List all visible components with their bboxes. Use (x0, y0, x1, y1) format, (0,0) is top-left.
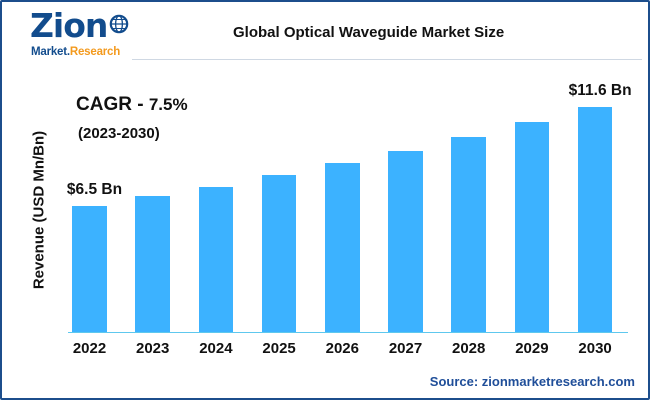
x-tick-2030: 2030 (578, 340, 612, 357)
x-tick-2024: 2024 (199, 340, 233, 357)
x-tick-2029: 2029 (515, 340, 549, 357)
chart-title: Global Optical Waveguide Market Size (233, 24, 505, 41)
bar-2029 (514, 122, 550, 332)
bar-2027 (388, 150, 423, 332)
zion-logo: Zion Market.Research (28, 6, 134, 61)
y-axis-label: Revenue (USD Mn/Bn) (30, 130, 48, 290)
cagr-label-text: CAGR - (76, 94, 149, 115)
plot-area: 2022 2023 2024 2025 2026 2027 2028 2029 2030 $6.5… (66, 82, 632, 357)
bar-2030 (577, 106, 613, 332)
cagr-value: 7.5% (148, 95, 188, 114)
bar-2026 (325, 163, 360, 332)
bar-2023 (135, 196, 170, 332)
source-credit: Source: zionmarketresearch.com (429, 374, 635, 389)
logo-wordmark: Zion (30, 6, 108, 45)
title-divider (132, 59, 642, 60)
bar-2028 (451, 137, 486, 332)
bar-2022 (72, 205, 107, 332)
logo-tagline: Market.Research (31, 45, 120, 59)
bar-2025 (261, 174, 297, 332)
logo-tagline-research: Research (69, 46, 121, 58)
x-tick-2023: 2023 (136, 340, 170, 357)
cagr-period: (2023-2030) (78, 125, 160, 142)
x-tick-2026: 2026 (325, 340, 359, 357)
x-tick-2027: 2027 (388, 340, 423, 357)
bar-2024 (198, 186, 234, 332)
x-tick-2022: 2022 (72, 340, 107, 357)
globe-icon (109, 14, 129, 34)
x-tick-2025: 2025 (262, 340, 296, 357)
data-label-2022: $6.5 Bn (66, 180, 123, 198)
cagr-label: CAGR - 7.5% (76, 94, 188, 116)
logo-tagline-market: Market. (31, 46, 70, 58)
x-axis-baseline (68, 332, 628, 333)
data-label-2030: $11.6 Bn (568, 81, 632, 99)
x-tick-2028: 2028 (452, 340, 486, 357)
